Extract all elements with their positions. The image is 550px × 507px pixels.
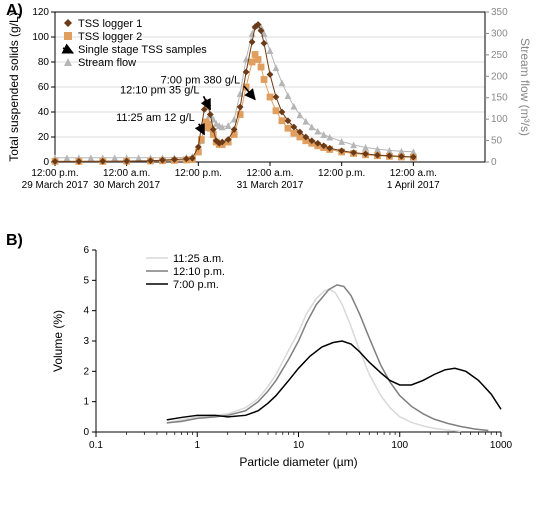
annotation-text: 11:25 am 12 g/L	[116, 112, 195, 124]
x-tick-top: 12:00 p.m.	[31, 168, 78, 179]
annotation-text: 12:10 pm 35 g/L	[120, 84, 200, 96]
x-tick-top: 12:00 p.m.	[175, 168, 222, 179]
legend-label: Stream flow	[78, 57, 136, 69]
xb-tick: 10	[293, 440, 305, 451]
x-tick-bot: 30 March 2017	[93, 180, 160, 191]
yr-tick: 250	[491, 50, 508, 61]
yb-tick: 5	[83, 275, 89, 286]
legend-b-label: 7:00 p.m.	[173, 279, 219, 291]
legend-b-label: 12:10 p.m.	[173, 266, 225, 278]
yl-tick: 80	[38, 57, 50, 68]
yl-tick: 40	[38, 107, 50, 118]
yl-tick: 20	[38, 132, 50, 143]
yb-tick: 4	[83, 306, 89, 317]
xb-tick: 100	[391, 440, 408, 451]
x-tick-bot: 29 March 2017	[22, 180, 89, 191]
series-line	[167, 285, 489, 431]
y-left-label: Total suspended solids (g/L)	[7, 12, 21, 161]
yr-tick: 300	[491, 28, 508, 39]
x-tick-top: 12:00 p.m.	[318, 168, 365, 179]
legend-b-label: 11:25 a.m.	[173, 253, 224, 265]
xb-label: Particle diameter (µm)	[239, 455, 357, 469]
y-right-label: Stream flow (m³/s)	[518, 38, 532, 136]
annotation-arrow	[244, 86, 255, 99]
yr-tick: 0	[491, 157, 497, 168]
yr-tick: 350	[491, 7, 508, 18]
xb-tick: 1	[194, 440, 200, 451]
series-line	[167, 341, 501, 420]
yb-tick: 0	[83, 427, 89, 438]
panel-b-chart: 0 1 2 3 4 5 6 0.1 1 10 100 1000 Particle diameter (µ…	[0, 232, 550, 507]
yl-tick: 100	[32, 32, 49, 43]
legend-b: 11:25 a.m.12:10 p.m.7:00 p.m.	[146, 253, 225, 291]
xb-tick: 0.1	[89, 440, 103, 451]
panel-a-chart: 0 20 40 60 80 100 120 0 50 100 150 200 250 300 350 12:0…	[0, 0, 550, 224]
yl-tick: 0	[43, 157, 49, 168]
yb-tick: 2	[83, 366, 89, 377]
xb-tick: 1000	[490, 440, 513, 451]
yr-tick: 200	[491, 71, 508, 82]
yb-tick: 3	[83, 336, 89, 347]
x-tick-top: 12:00 a.m.	[390, 168, 437, 179]
yb-tick: 1	[83, 397, 89, 408]
legend-label: Single stage TSS samples	[78, 44, 207, 56]
x-tick-bot: 1 April 2017	[387, 180, 440, 191]
x-tick-top: 12:00 a.m.	[246, 168, 293, 179]
arrow-icon	[63, 48, 73, 53]
legend: TSS logger 1TSS logger 2Single stage TSS…	[63, 18, 207, 69]
yb-label: Volume (%)	[51, 310, 65, 372]
x-tick-top: 12:00 a.m.	[103, 168, 150, 179]
yr-tick: 100	[491, 114, 508, 125]
yr-tick: 50	[491, 136, 503, 147]
yr-tick: 150	[491, 93, 508, 104]
yb-tick: 6	[83, 245, 89, 256]
yl-tick: 120	[32, 7, 49, 18]
legend-label: TSS logger 2	[78, 31, 142, 43]
legend-label: TSS logger 1	[78, 18, 142, 30]
x-tick-bot: 31 March 2017	[237, 180, 304, 191]
yl-tick: 60	[38, 82, 50, 93]
